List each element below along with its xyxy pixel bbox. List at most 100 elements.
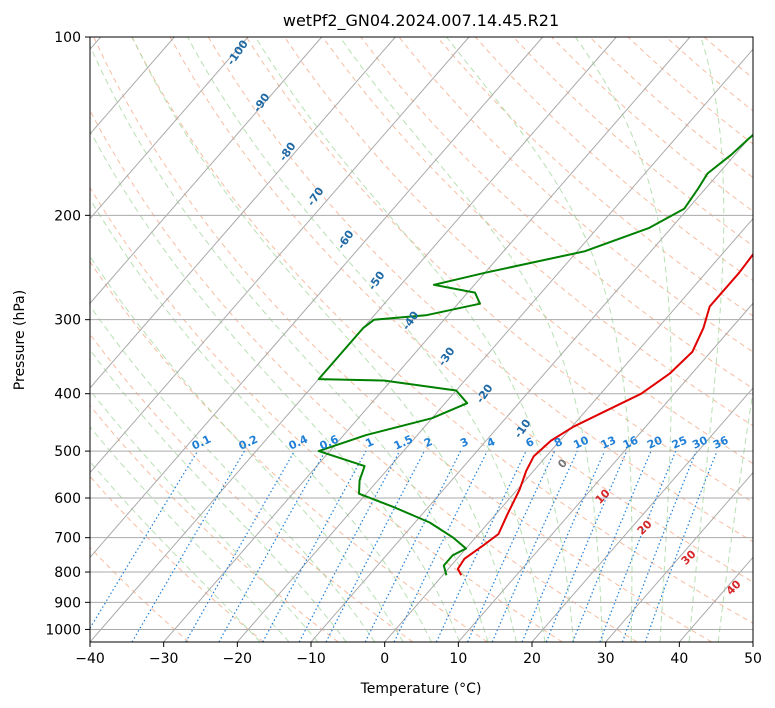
x-axis: −40 −30 −20 −10 0 10 20 30 40 50 (75, 642, 762, 667)
y-tick-label: 900 (54, 595, 81, 611)
y-tick-label: 400 (54, 387, 81, 403)
mixing-ratio-line (599, 450, 677, 642)
mixing-ratio-line (545, 450, 628, 642)
dry-adiabat-label: -100 (224, 37, 251, 67)
isotherm-line (457, 302, 753, 642)
moist-adiabat-label: 0 (555, 456, 570, 471)
dewpoint-profile-line (317, 133, 753, 576)
x-axis-label: Temperature (°C) (360, 681, 482, 697)
dry-adiabat-label: -40 (400, 309, 422, 333)
moist-adiabat-line (90, 305, 376, 642)
mixing-ratio-label: 25 (670, 434, 689, 452)
dry-adiabat-line (90, 475, 264, 642)
dry-adiabat-line (360, 37, 753, 390)
x-tick-label: −40 (75, 651, 105, 667)
y-tick-label: 100 (54, 30, 81, 46)
moist-adiabat-line (90, 44, 489, 642)
dry-adiabat-line (90, 260, 488, 642)
profile-series (317, 133, 753, 576)
dry-adiabat-line (90, 109, 638, 642)
x-tick-label: 10 (449, 651, 467, 667)
dry-adiabat-line (284, 37, 753, 465)
mixing-ratio-label: 6 (524, 435, 537, 450)
mixing-ratio-label: 0.6 (317, 432, 340, 452)
y-tick-label: 1000 (45, 622, 81, 638)
x-tick-label: 20 (523, 651, 541, 667)
isotherm-line (531, 387, 753, 642)
isotherm-line (678, 556, 753, 642)
mixing-ratio-line (491, 450, 578, 642)
moist-adiabat-label: 30 (679, 547, 699, 567)
temperature-profile-line (456, 252, 753, 576)
dry-adiabat-line (703, 37, 753, 79)
x-tick-label: 0 (380, 651, 389, 667)
x-tick-label: 30 (597, 651, 615, 667)
mixing-ratio-label: 1 (363, 435, 375, 450)
moist-adiabat-line (446, 37, 633, 642)
moist-adiabat-label: 40 (724, 577, 744, 597)
mixing-ratio-line (572, 450, 652, 642)
moist-adiabat-line (131, 37, 517, 642)
mixing-ratio-label: 0.4 (287, 432, 310, 452)
mixing-ratio-label: 20 (645, 433, 665, 451)
mixing-ratio-label: 36 (711, 433, 731, 451)
mixing-ratio-label: 4 (485, 435, 498, 450)
dry-adiabat-line (90, 404, 339, 642)
line-annotations: -100-90-80-70-60-50-40-30-20-100.1 0.2 0.4… (190, 37, 744, 597)
mixing-ratio-label: 16 (621, 433, 641, 451)
mixing-ratio-label: 0.1 (190, 433, 213, 453)
mixing-ratio-line (644, 450, 718, 642)
moist-adiabat-line (339, 37, 603, 642)
chart-title: wetPf2_GN04.2024.007.14.45.R21 (283, 11, 559, 31)
moist-adiabat-line (688, 37, 725, 642)
mixing-ratio-line (621, 450, 697, 642)
x-tick-label: −10 (296, 651, 326, 667)
isotherm-line (90, 37, 323, 305)
dry-adiabat-line (245, 37, 753, 503)
moist-adiabat-line (574, 37, 672, 642)
isotherm-line (90, 37, 470, 474)
moist-adiabat-line (90, 129, 461, 642)
x-tick-label: −30 (149, 651, 179, 667)
mixing-ratio-label: 3 (458, 435, 470, 450)
isotherm-line (752, 641, 753, 642)
y-axis-label: Pressure (hPa) (12, 290, 28, 390)
moist-adiabat-line (187, 37, 546, 642)
mixing-ratio-line (364, 450, 462, 642)
mixing-ratio-line (262, 450, 367, 642)
moist-adiabat-line (90, 426, 290, 642)
isotherm-line (236, 48, 753, 642)
y-axis: 100 200 300 400 500 600 700 800 900 1000 (45, 30, 90, 638)
y-tick-label: 300 (54, 313, 81, 329)
dry-adiabat-line (551, 37, 753, 212)
dry-adiabat-label: -90 (251, 91, 273, 115)
mixing-ratio-line (298, 450, 401, 642)
moist-adiabat-line (717, 387, 753, 642)
background-lines (90, 37, 753, 642)
dry-adiabat-line (665, 37, 753, 112)
mixing-ratio-line (90, 450, 199, 630)
mixing-ratio-label: 30 (690, 433, 710, 451)
mixing-ratio-label: 2 (422, 435, 434, 450)
x-tick-label: −20 (223, 651, 253, 667)
mixing-ratio-label: 10 (571, 433, 591, 451)
dry-adiabat-line (513, 37, 753, 247)
dry-adiabat-label: -30 (436, 345, 458, 369)
dry-adiabat-line (90, 186, 563, 642)
moist-adiabat-line (90, 389, 319, 642)
dry-adiabat-label: -50 (366, 269, 388, 293)
plot-frame (89, 36, 754, 643)
mixing-ratio-line (521, 450, 606, 642)
mixing-ratio-label: 0.2 (237, 433, 260, 453)
dry-adiabat-line (93, 37, 712, 642)
dry-adiabat-line (589, 37, 753, 179)
isotherm-line (90, 37, 544, 559)
y-tick-label: 500 (54, 444, 81, 460)
y-tick-label: 200 (54, 208, 81, 224)
dry-adiabat-line (398, 37, 753, 353)
x-tick-label: 50 (744, 651, 762, 667)
isotherm-line (163, 37, 691, 642)
dry-adiabat-line (131, 37, 753, 624)
y-tick-label: 800 (54, 565, 81, 581)
